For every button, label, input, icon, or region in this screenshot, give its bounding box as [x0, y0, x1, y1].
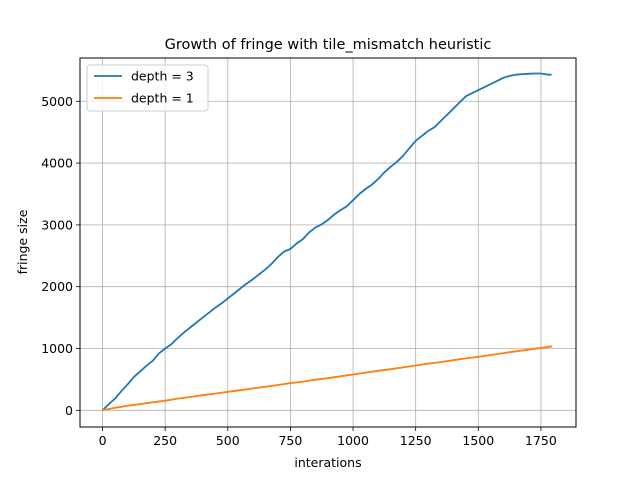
- plot-area-frame: [79, 57, 577, 428]
- y-tick-label: 4000: [41, 156, 73, 171]
- x-tick-label: 1000: [337, 433, 369, 448]
- y-tick-label: 1000: [41, 341, 73, 356]
- legend: depth = 3 depth = 1: [86, 64, 209, 112]
- series-line-depth-1: [102, 345, 553, 412]
- legend-label-depth-1: depth = 1: [131, 91, 194, 106]
- x-tick-label: 250: [153, 433, 177, 448]
- chart-title: Growth of fringe with tile_mismatch heur…: [165, 37, 492, 53]
- y-tick-label: 5000: [41, 94, 73, 109]
- y-tick-label: 3000: [41, 217, 73, 232]
- y-axis-label: fringe size: [15, 209, 30, 274]
- x-tick-label: 0: [99, 433, 107, 448]
- axis-ticks: 0 250 500 750 1000 1250 1500 1750 0 1000 2000 3000 4…: [41, 94, 557, 448]
- x-tick-label: 500: [216, 433, 240, 448]
- x-tick-label: 1750: [525, 433, 557, 448]
- x-tick-label: 750: [278, 433, 302, 448]
- series-lines: [101, 72, 553, 412]
- y-tick-label: 2000: [41, 279, 73, 294]
- y-tick-label: 0: [65, 403, 73, 418]
- x-tick-label: 1500: [462, 433, 494, 448]
- x-axis-label: interations: [294, 455, 361, 470]
- x-tick-label: 1250: [400, 433, 432, 448]
- series-line-depth-3: [101, 72, 552, 411]
- legend-label-depth-3: depth = 3: [131, 69, 194, 84]
- grid-lines: [80, 58, 576, 427]
